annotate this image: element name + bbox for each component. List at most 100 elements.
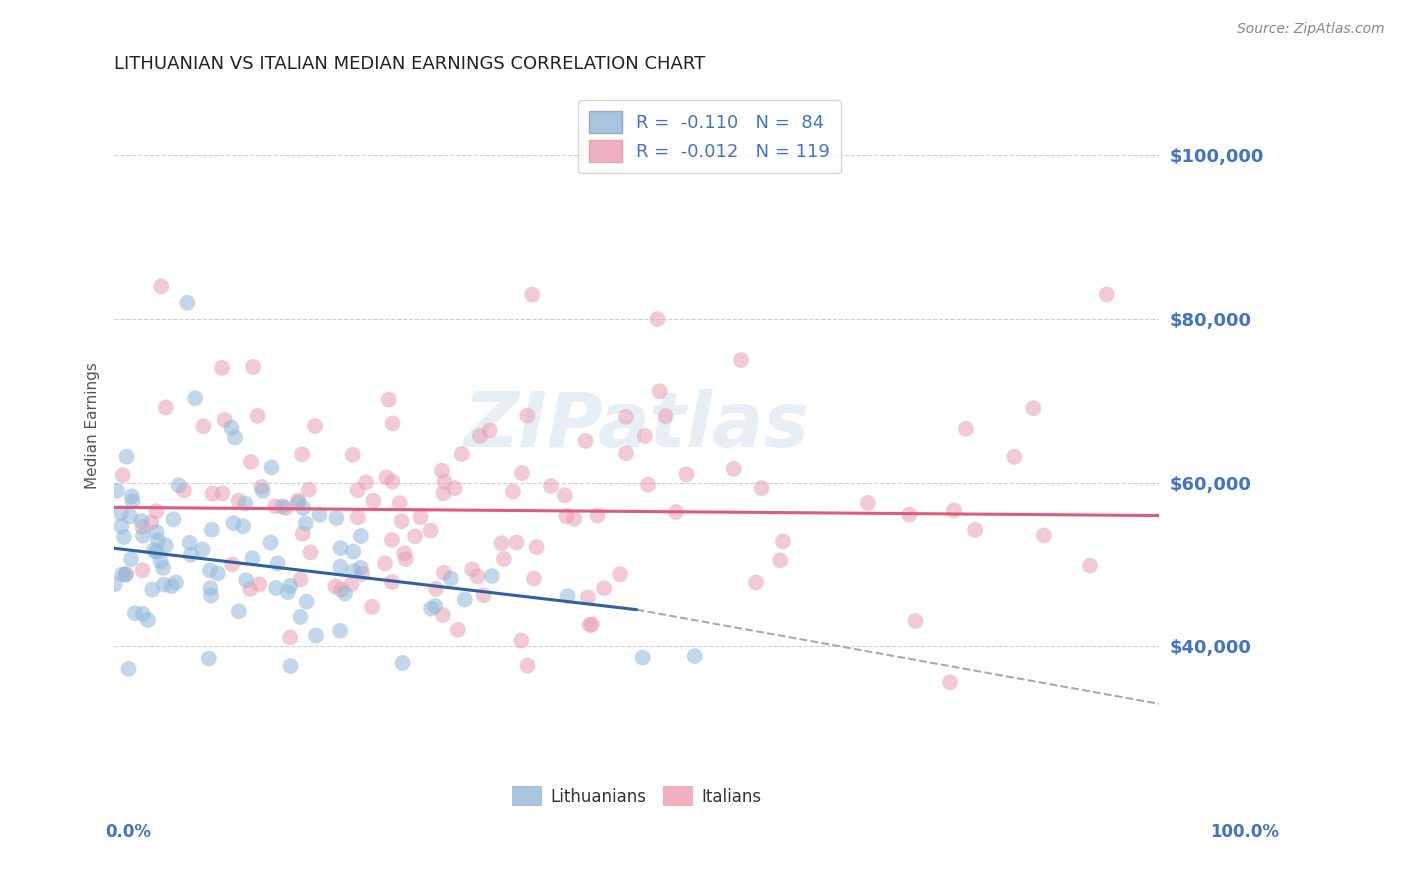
Point: [308, 508, 330, 522]
Point: [304, 419, 326, 434]
Point: [769, 553, 792, 567]
Point: [200, 581, 222, 595]
Point: [492, 552, 515, 566]
Point: [132, 607, 155, 621]
Point: [131, 563, 153, 577]
Point: [510, 466, 533, 480]
Point: [249, 577, 271, 591]
Point: [120, 552, 142, 566]
Point: [346, 510, 368, 524]
Point: [193, 419, 215, 434]
Legend: Lithuanians, Italians: Lithuanians, Italians: [505, 780, 768, 814]
Point: [342, 564, 364, 578]
Point: [461, 562, 484, 576]
Point: [145, 524, 167, 539]
Point: [198, 651, 221, 665]
Point: [291, 526, 314, 541]
Point: [105, 483, 128, 498]
Point: [1078, 558, 1101, 573]
Point: [683, 649, 706, 664]
Point: [574, 434, 596, 448]
Point: [467, 569, 489, 583]
Point: [214, 413, 236, 427]
Point: [555, 509, 578, 524]
Point: [235, 573, 257, 587]
Point: [342, 448, 364, 462]
Point: [381, 417, 404, 431]
Point: [160, 579, 183, 593]
Point: [141, 516, 163, 530]
Point: [333, 586, 356, 600]
Point: [305, 629, 328, 643]
Point: [374, 557, 396, 571]
Point: [510, 633, 533, 648]
Point: [277, 585, 299, 599]
Text: 100.0%: 100.0%: [1211, 822, 1279, 840]
Point: [340, 577, 363, 591]
Point: [419, 524, 441, 538]
Point: [540, 479, 562, 493]
Point: [352, 566, 374, 581]
Point: [145, 545, 167, 559]
Point: [440, 572, 463, 586]
Point: [280, 659, 302, 673]
Point: [239, 582, 262, 596]
Point: [233, 496, 256, 510]
Point: [152, 577, 174, 591]
Text: LITHUANIAN VS ITALIAN MEDIAN EARNINGS CORRELATION CHART: LITHUANIAN VS ITALIAN MEDIAN EARNINGS CO…: [114, 55, 706, 73]
Point: [433, 475, 456, 489]
Point: [576, 591, 599, 605]
Text: 0.0%: 0.0%: [105, 822, 152, 840]
Point: [252, 483, 274, 498]
Point: [124, 606, 146, 620]
Point: [200, 589, 222, 603]
Point: [505, 535, 527, 549]
Point: [557, 589, 579, 603]
Point: [173, 483, 195, 498]
Text: Source: ZipAtlas.com: Source: ZipAtlas.com: [1237, 22, 1385, 37]
Point: [1022, 401, 1045, 416]
Point: [454, 592, 477, 607]
Y-axis label: Median Earnings: Median Earnings: [86, 362, 100, 489]
Point: [745, 575, 768, 590]
Point: [114, 567, 136, 582]
Point: [152, 561, 174, 575]
Point: [104, 577, 127, 591]
Point: [136, 613, 159, 627]
Point: [375, 470, 398, 484]
Point: [221, 558, 243, 572]
Point: [520, 287, 543, 301]
Point: [110, 506, 132, 520]
Point: [395, 552, 418, 566]
Point: [943, 503, 966, 517]
Point: [290, 610, 312, 624]
Point: [112, 530, 135, 544]
Point: [481, 569, 503, 583]
Point: [250, 480, 273, 494]
Point: [211, 360, 233, 375]
Point: [271, 500, 294, 514]
Point: [329, 624, 352, 638]
Point: [155, 401, 177, 415]
Point: [578, 618, 600, 632]
Point: [278, 631, 301, 645]
Point: [554, 488, 576, 502]
Point: [363, 493, 385, 508]
Point: [361, 599, 384, 614]
Point: [240, 455, 263, 469]
Point: [391, 656, 413, 670]
Point: [278, 579, 301, 593]
Point: [472, 588, 495, 602]
Point: [634, 429, 657, 443]
Point: [291, 447, 314, 461]
Point: [325, 511, 347, 525]
Point: [381, 475, 404, 489]
Point: [432, 486, 454, 500]
Point: [447, 623, 470, 637]
Point: [259, 535, 281, 549]
Point: [145, 504, 167, 518]
Point: [292, 501, 315, 516]
Point: [425, 599, 447, 613]
Point: [354, 475, 377, 490]
Point: [295, 595, 318, 609]
